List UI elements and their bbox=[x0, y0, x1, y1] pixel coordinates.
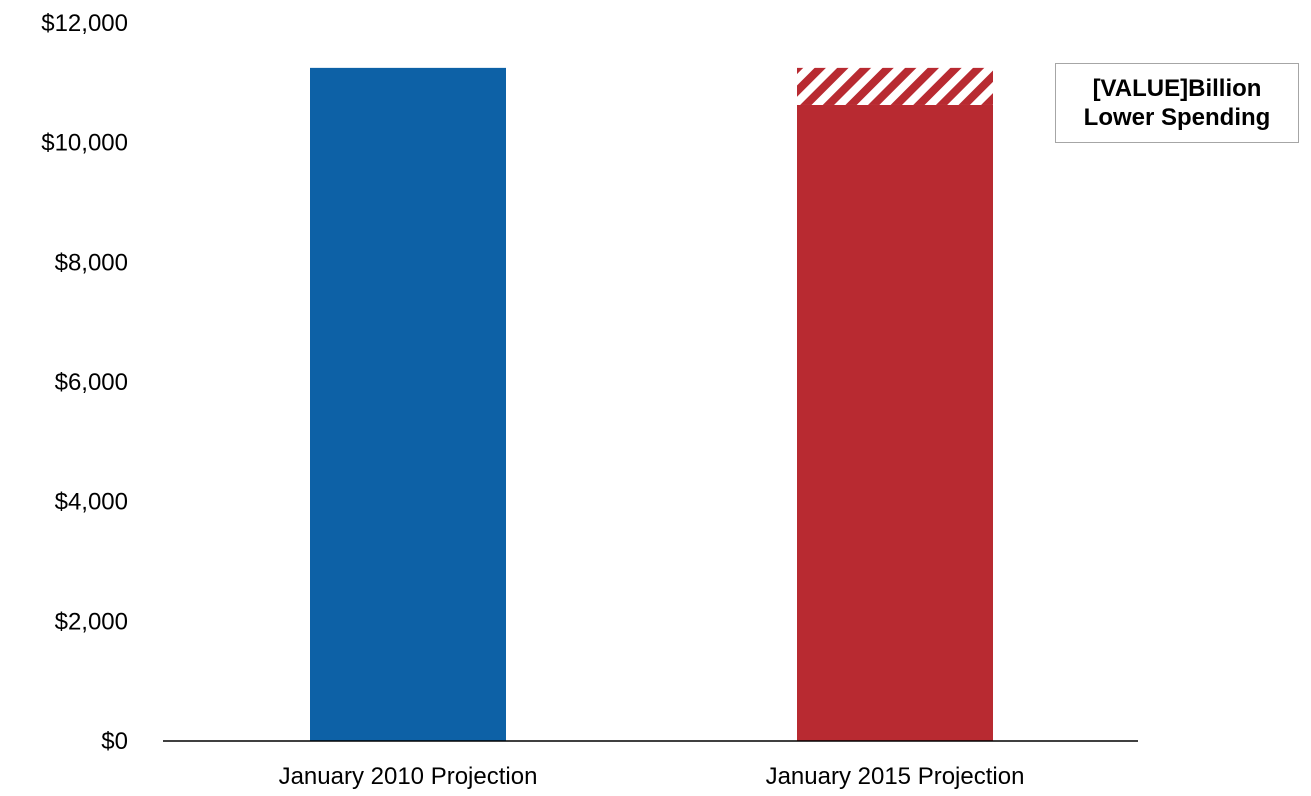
x-category-label: January 2015 Projection bbox=[766, 763, 1025, 790]
bar-2010-projection bbox=[310, 67, 506, 741]
x-category-label: January 2010 Projection bbox=[279, 763, 538, 790]
bar-2015-projection bbox=[797, 104, 993, 741]
y-tick-label: $0 bbox=[101, 728, 128, 755]
y-tick-label: $6,000 bbox=[55, 369, 128, 396]
y-tick-label: $4,000 bbox=[55, 489, 128, 516]
y-tick-label: $2,000 bbox=[55, 608, 128, 635]
bars bbox=[310, 67, 993, 741]
annotation-line-2: Lower Spending bbox=[1083, 104, 1271, 131]
y-axis-tick-labels: $0 $2,000 $4,000 $6,000 $8,000 $10,000 $12,000 bbox=[41, 10, 128, 755]
y-tick-label: $8,000 bbox=[55, 249, 128, 276]
x-axis-category-labels: January 2010 Projection January 2015 Proj… bbox=[279, 763, 1025, 790]
y-tick-label: $10,000 bbox=[41, 130, 128, 157]
reduction-hatched-segment bbox=[797, 67, 993, 105]
annotation-line-1: [VALUE]Billion bbox=[1092, 75, 1262, 102]
y-tick-label: $12,000 bbox=[41, 10, 128, 37]
annotation-box: [VALUE]Billion Lower Spending bbox=[1055, 63, 1299, 143]
